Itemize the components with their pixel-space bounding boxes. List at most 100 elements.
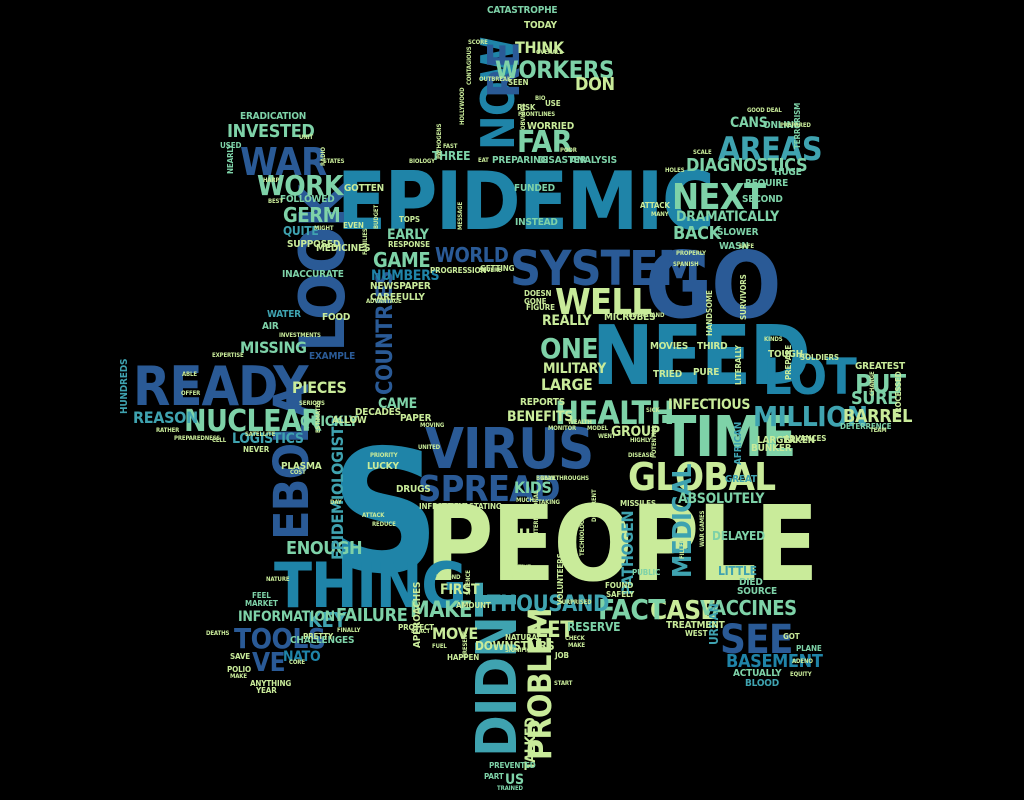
cloud-word: LUCKY — [367, 461, 399, 472]
cloud-word: WENT — [598, 433, 616, 440]
cloud-word: PROPERLY — [676, 250, 706, 257]
cloud-word: OVERALL — [536, 49, 563, 56]
cloud-word: HOLES — [665, 167, 685, 174]
cloud-word: BARREL — [843, 406, 913, 427]
cloud-word: NEVER — [243, 445, 270, 454]
cloud-word: INFECTIONS — [419, 502, 467, 511]
cloud-word: TODAY — [524, 20, 557, 31]
cloud-word: PRESENT — [462, 631, 469, 658]
cloud-word: MISSING — [240, 338, 307, 357]
cloud-word: BACK — [673, 223, 721, 244]
cloud-word: MOVIES — [650, 341, 689, 352]
cloud-word: CELL — [212, 437, 227, 444]
cloud-word: FACT — [598, 593, 665, 626]
cloud-word: MAKE — [568, 642, 585, 649]
cloud-word: KEY — [308, 608, 347, 632]
cloud-word: RATHER — [156, 427, 180, 434]
cloud-word: SAFELY — [606, 590, 635, 599]
cloud-word: DAY — [330, 499, 342, 506]
cloud-word: INTERNATIONAL — [533, 490, 540, 538]
cloud-word: OUTBREAK — [479, 76, 512, 83]
cloud-word: FIT — [799, 353, 809, 360]
cloud-word: LARGER — [757, 435, 796, 446]
cloud-word: ANALYSIS — [570, 155, 617, 166]
cloud-word: FAMILIES — [362, 228, 369, 255]
cloud-word: VACCINES — [700, 596, 797, 620]
cloud-word: GOT — [783, 632, 800, 641]
cloud-word: VE — [252, 648, 286, 678]
cloud-word: VIRUS — [425, 417, 594, 482]
cloud-word: BEST — [268, 198, 283, 205]
cloud-word: PREPARED — [780, 122, 811, 129]
cloud-word: CORE — [289, 659, 305, 666]
cloud-word: PRETTY — [303, 632, 333, 641]
cloud-word: CHANGE — [869, 371, 876, 396]
cloud-word: HAPPEN — [447, 653, 480, 662]
cloud-word: MEDICAL — [668, 464, 698, 578]
cloud-word: POOR — [560, 147, 577, 154]
cloud-word: PREVENTED — [489, 761, 536, 770]
cloud-word: DISEASE — [628, 452, 653, 459]
cloud-word: US — [505, 772, 524, 788]
cloud-word: NEED — [592, 309, 811, 404]
cloud-word: FUEL — [432, 643, 447, 650]
cloud-word: MOVE — [432, 624, 478, 643]
cloud-word: ONLINE — [763, 120, 800, 131]
cloud-word: SOURCE — [737, 586, 777, 597]
cloud-word: PLASMA — [281, 461, 322, 472]
cloud-word: FRONTLINES — [518, 111, 555, 118]
cloud-word: POLIO — [227, 665, 251, 674]
cloud-word: THING — [274, 549, 467, 622]
cloud-word: NEWSPAPER — [370, 281, 431, 292]
cloud-word: MOVING — [420, 422, 445, 429]
cloud-word: THREE — [432, 149, 471, 163]
cloud-word: NATO — [283, 649, 321, 665]
cloud-word: DRAMATICALLY — [676, 209, 780, 225]
cloud-word: GAVE — [540, 475, 556, 482]
cloud-word: REPORTS — [520, 397, 566, 408]
cloud-word: DEVASTATING — [448, 502, 502, 511]
cloud-word: MODEL — [587, 425, 608, 432]
cloud-word: TEAM — [870, 427, 887, 434]
cloud-word: DOESN — [524, 289, 552, 298]
cloud-word: DECADES — [355, 407, 401, 418]
cloud-word: AFRICAN — [733, 421, 744, 465]
cloud-word: UNIT — [299, 134, 314, 141]
cloud-word: GONE — [524, 297, 547, 306]
cloud-word: LITERALLY — [734, 345, 743, 385]
cloud-word: WORKERS — [495, 56, 615, 84]
cloud-word: SYSTEM — [510, 241, 701, 297]
cloud-word: SEE — [720, 617, 793, 663]
cloud-word: PREPARING — [492, 155, 548, 166]
cloud-word: INFORMATION — [238, 609, 335, 625]
cloud-word: SPANISH — [673, 261, 699, 268]
cloud-word: SATELLITE — [245, 431, 276, 438]
cloud-word: TOPS — [399, 215, 420, 224]
cloud-word: ADENO — [792, 658, 813, 665]
cloud-word: PROGRESSION — [430, 266, 487, 275]
cloud-word: DETERRENCE — [840, 422, 892, 431]
cloud-word: REASON — [133, 408, 198, 427]
cloud-word: PAPER — [400, 413, 432, 424]
cloud-word: ERADICATION — [240, 111, 307, 122]
cloud-word: RADIO — [320, 147, 327, 166]
cloud-word: UNITED — [418, 444, 441, 451]
cloud-word: SEVERE — [479, 267, 502, 274]
cloud-word: ONE — [540, 332, 599, 365]
cloud-word: CHALLENGES — [290, 635, 355, 646]
cloud-word: DEATHS — [206, 630, 230, 637]
cloud-word: BUNKER — [751, 443, 792, 454]
cloud-word: NATURAL — [505, 633, 542, 642]
cloud-word: GETTING — [480, 264, 515, 273]
cloud-word: BIOLOGY — [409, 158, 435, 165]
cloud-word: SEEN — [508, 78, 529, 87]
cloud-word: TRIED — [653, 369, 683, 380]
cloud-word: FILLED — [679, 538, 686, 559]
cloud-word: FLU — [501, 525, 531, 544]
cloud-word: TECHNOLOGY — [579, 516, 586, 556]
cloud-word: GROUP — [611, 424, 660, 440]
cloud-word: WELL — [555, 282, 652, 323]
cloud-word: DON — [575, 74, 615, 95]
cloud-word: SAVE — [230, 652, 251, 661]
